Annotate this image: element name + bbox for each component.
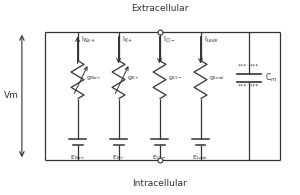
Text: E$_{Leak}$: E$_{Leak}$ [192, 154, 209, 162]
Text: I$_{Cl-}$: I$_{Cl-}$ [163, 35, 176, 45]
Text: ***: *** [249, 64, 259, 69]
Text: E$_{Cl-}$: E$_{Cl-}$ [152, 154, 167, 162]
Text: g$_{Leak}$: g$_{Leak}$ [209, 74, 225, 82]
Text: Intracellular: Intracellular [132, 179, 187, 188]
Text: g$_{Na+}$: g$_{Na+}$ [86, 74, 102, 82]
Text: ***: *** [238, 64, 247, 69]
Text: Extracellular: Extracellular [131, 4, 188, 13]
Text: I$_{Leak}$: I$_{Leak}$ [204, 35, 219, 45]
Text: g$_{Cl-}$: g$_{Cl-}$ [168, 74, 182, 82]
Text: I$_{Na+}$: I$_{Na+}$ [81, 35, 96, 45]
Text: C$_m$: C$_m$ [265, 72, 277, 84]
Text: E$_{K+}$: E$_{K+}$ [112, 154, 125, 162]
Text: Vm: Vm [4, 91, 19, 100]
Text: I$_{K+}$: I$_{K+}$ [122, 35, 134, 45]
Text: E$_{Na+}$: E$_{Na+}$ [70, 154, 86, 162]
Text: ***: *** [249, 84, 259, 89]
Text: g$_{K+}$: g$_{K+}$ [127, 74, 140, 82]
Text: ***: *** [238, 84, 247, 89]
